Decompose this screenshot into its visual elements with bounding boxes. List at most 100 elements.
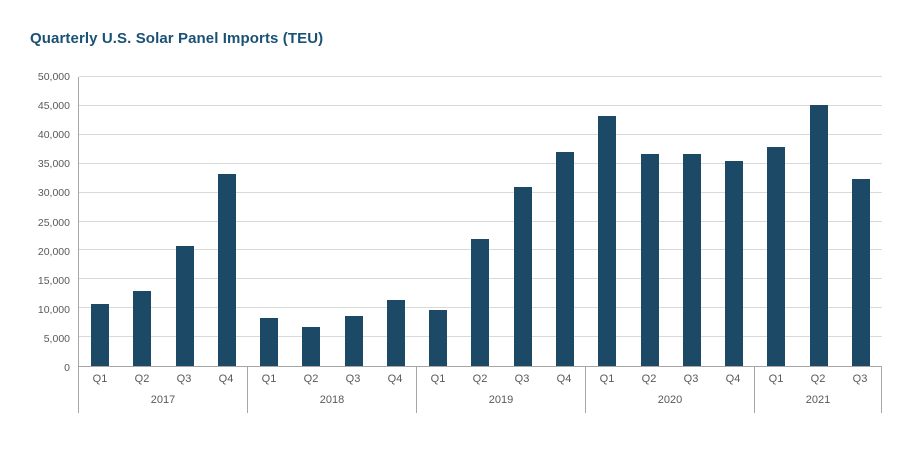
chart-title: Quarterly U.S. Solar Panel Imports (TEU) [30,30,324,47]
quarter-labels-row: Q1 Q2 Q3 [755,367,881,391]
quarter-label: Q4 [218,373,234,385]
y-tick-label: 30,000 [37,187,70,200]
y-axis: 0 5,000 10,000 15,000 20,000 25,000 30,000 35,0… [30,71,78,374]
bars-layer [79,77,882,366]
bar-2018-Q4 [386,299,405,366]
quarter-labels-row: Q1 Q2 Q3 Q4 [417,367,585,391]
quarter-label: Q1 [92,373,108,385]
bar-slot [459,77,501,366]
y-tick-label: 35,000 [37,158,70,171]
bar-slot [586,77,628,366]
quarter-label: Q3 [852,373,868,385]
bar-slot [375,77,417,366]
bar-2019-Q3 [513,186,532,366]
bar-2021-Q2 [809,105,828,366]
bar-slot [544,77,586,366]
bar-2020-Q2 [640,153,659,366]
y-tick-label: 0 [64,362,70,374]
bar-slot [713,77,755,366]
quarter-labels-row: Q1 Q2 Q3 Q4 [79,367,247,391]
y-tick-label: 40,000 [37,129,70,142]
quarter-label: Q3 [176,373,192,385]
bar-group-2019 [417,77,586,366]
quarter-label: Q2 [472,373,488,385]
bar-2017-Q3 [175,245,194,366]
plot-wrap: Q1 Q2 Q3 Q4 2017 Q1 Q2 Q3 Q4 2018 Q1 Q2 Q3 Q4 2019 Q1 Q2… [78,76,882,413]
year-label: 2018 [319,394,345,406]
gridline [79,162,882,164]
page: Quarterly U.S. Solar Panel Imports (TEU)… [30,30,882,413]
quarter-label: Q2 [641,373,657,385]
bar-slot [502,77,544,366]
bar-2019-Q4 [556,151,575,366]
x-axis-labels: Q1 Q2 Q3 Q4 2017 Q1 Q2 Q3 Q4 2018 Q1 Q2 Q3 Q4 2019 Q1 Q2… [78,367,882,413]
bar-2018-Q1 [260,318,279,366]
quarter-label: Q2 [303,373,319,385]
bar-chart: 0 5,000 10,000 15,000 20,000 25,000 30,000 35,0… [30,71,882,413]
y-tick-label: 45,000 [37,100,70,113]
year-label: 2021 [805,394,831,406]
bar-group-2021 [755,77,882,366]
bar-2019-Q1 [429,309,448,366]
y-tick-label: 25,000 [37,216,70,229]
quarter-label: Q1 [261,373,277,385]
bar-slot [628,77,670,366]
y-tick-label: 15,000 [37,274,70,287]
quarter-label: Q4 [387,373,403,385]
quarter-label: Q3 [345,373,361,385]
quarter-label: Q4 [725,373,741,385]
x-label-group-2020: Q1 Q2 Q3 Q4 2020 [586,367,755,413]
bar-slot [671,77,713,366]
gridline [79,191,882,193]
bar-2020-Q4 [725,161,744,366]
bar-2021-Q1 [767,146,786,366]
quarter-label: Q1 [768,373,784,385]
quarter-label: Q1 [430,373,446,385]
gridline [79,220,882,222]
year-label: 2019 [488,394,514,406]
x-label-group-2018: Q1 Q2 Q3 Q4 2018 [248,367,417,413]
quarter-label: Q2 [134,373,150,385]
bar-2017-Q4 [217,173,236,366]
bar-2020-Q1 [598,115,617,366]
bar-2020-Q3 [682,153,701,366]
bar-slot [755,77,797,366]
bar-slot [290,77,332,366]
quarter-labels-row: Q1 Q2 Q3 Q4 [248,367,416,391]
bar-slot [333,77,375,366]
x-label-group-2021: Q1 Q2 Q3 2021 [755,367,882,413]
bar-slot [164,77,206,366]
bar-2018-Q2 [302,326,321,366]
y-tick-label: 10,000 [37,303,70,316]
x-label-group-2019: Q1 Q2 Q3 Q4 2019 [417,367,586,413]
quarter-label: Q1 [599,373,615,385]
bar-slot [206,77,248,366]
quarter-label: Q3 [683,373,699,385]
quarter-labels-row: Q1 Q2 Q3 Q4 [586,367,754,391]
bar-slot [797,77,839,366]
bar-slot [121,77,163,366]
quarter-label: Q3 [514,373,530,385]
y-tick-label: 5,000 [43,332,70,345]
plot-area [78,76,882,367]
bar-slot [79,77,121,366]
y-tick-label: 50,000 [37,71,70,83]
gridline [79,133,882,135]
bar-2021-Q3 [851,179,870,366]
bar-group-2017 [79,77,248,366]
x-label-group-2017: Q1 Q2 Q3 Q4 2017 [79,367,248,413]
bar-2017-Q2 [133,291,152,366]
quarter-label: Q4 [556,373,572,385]
bar-2018-Q3 [344,315,363,366]
bar-slot [417,77,459,366]
year-label: 2017 [150,394,176,406]
bar-slot [248,77,290,366]
gridline [79,76,882,77]
bar-2019-Q2 [471,239,490,366]
bar-group-2018 [248,77,417,366]
year-label: 2020 [657,394,683,406]
bar-slot [840,77,882,366]
quarter-label: Q2 [810,373,826,385]
bar-2017-Q1 [91,303,110,366]
bar-group-2020 [586,77,755,366]
